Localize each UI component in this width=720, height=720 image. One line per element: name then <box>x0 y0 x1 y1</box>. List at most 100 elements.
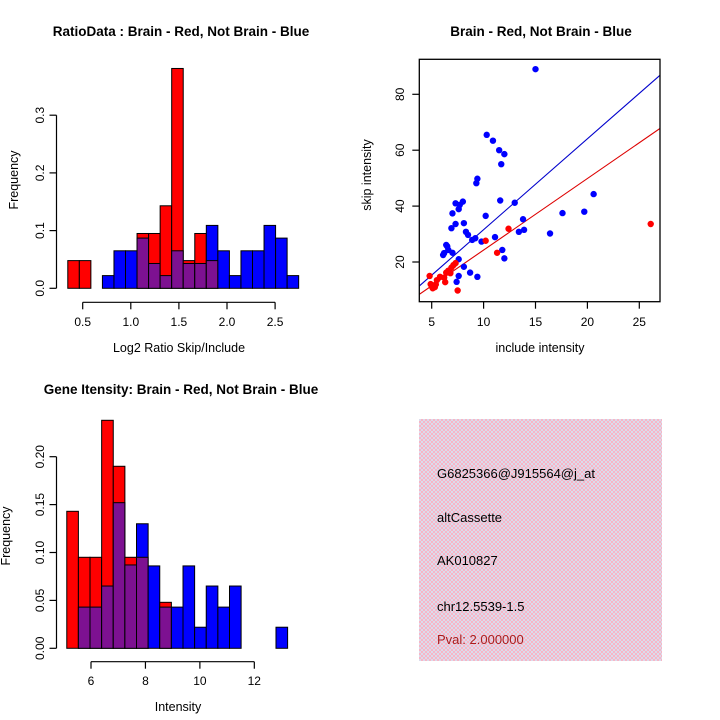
data-point <box>441 278 449 286</box>
histogram-bar <box>217 250 230 289</box>
data-point <box>515 228 523 236</box>
y-axis-label: skip intensity <box>360 138 374 210</box>
data-point <box>460 219 468 227</box>
panel-title: Gene Itensity: Brain - Red, Not Brain - … <box>44 382 319 397</box>
y-tick-label: 0.0 <box>33 280 47 297</box>
not-brain-fit-line <box>419 74 660 287</box>
data-point <box>489 137 497 144</box>
x-tick-label: 1.0 <box>122 315 139 329</box>
data-point <box>501 255 508 262</box>
histogram-bar <box>251 250 265 289</box>
data-point <box>520 226 528 234</box>
data-point <box>505 225 512 232</box>
histogram-bar <box>286 275 300 289</box>
data-point <box>459 198 467 205</box>
data-point <box>464 231 472 239</box>
histogram-overlap-bar <box>205 260 219 289</box>
x-tick-label: 6 <box>88 674 95 688</box>
y-tick-label: 0.3 <box>33 107 47 124</box>
data-point <box>466 269 474 276</box>
y-tick-label: 60 <box>393 143 407 157</box>
data-point <box>511 199 518 206</box>
y-tick-label: 40 <box>393 199 407 213</box>
x-tick-label: 10 <box>193 674 207 688</box>
histogram-bar <box>275 626 289 649</box>
data-point <box>448 224 455 232</box>
data-point <box>501 150 508 158</box>
histogram-overlap-bar <box>77 606 91 649</box>
x-tick-label: 1.5 <box>171 315 188 329</box>
info-box: G6825366@J915564@j_at altCassette AK0108… <box>419 419 662 661</box>
y-axis-label: Frequency <box>0 506 13 566</box>
y-tick-label: 0.20 <box>33 445 47 469</box>
gene-intensity-histogram-panel: 6 8 10 12 0.00 0.05 0.10 0.15 0.20 Gene Itensity:… <box>0 382 319 714</box>
data-point <box>590 190 597 198</box>
data-point <box>499 246 506 254</box>
x-axis: 5 10 15 20 25 <box>428 301 647 329</box>
data-point <box>447 269 454 277</box>
data-point <box>498 160 505 168</box>
y-tick-label: 80 <box>393 87 407 101</box>
histogram-bar <box>205 585 219 649</box>
histogram-bar <box>67 260 80 289</box>
histogram-bar <box>101 275 115 289</box>
data-point <box>460 263 468 270</box>
x-tick-label: 25 <box>633 315 647 329</box>
ratio-histogram-panel: 0.5 1.0 1.5 2.0 2.5 0.0 0.1 0.2 0.3 RatioData : B… <box>7 24 310 355</box>
histogram-overlap-bar <box>159 606 172 649</box>
data-point <box>449 249 456 256</box>
y-tick-label: 0.10 <box>33 540 47 564</box>
x-axis-label: include intensity <box>496 341 586 355</box>
histogram-bar <box>147 565 161 649</box>
data-point <box>440 249 448 257</box>
chromosome-location-text: chr12.5539-1.5 <box>437 599 525 614</box>
x-tick-label: 8 <box>142 674 149 688</box>
histogram-bars <box>67 67 300 289</box>
data-point <box>581 208 588 215</box>
y-axis: 20 40 60 80 <box>393 87 420 269</box>
histogram-bars <box>66 419 289 649</box>
x-axis-label: Log2 Ratio Skip/Include <box>113 341 245 355</box>
data-point <box>453 278 460 286</box>
histogram-bar <box>217 606 230 649</box>
histogram-bar <box>78 260 92 289</box>
data-point <box>452 259 459 267</box>
data-point <box>491 233 499 241</box>
x-tick-label: 2.5 <box>267 315 284 329</box>
data-point <box>444 243 451 250</box>
x-tick-label: 12 <box>248 674 262 688</box>
data-point <box>474 273 481 281</box>
data-point <box>559 209 566 217</box>
histogram-bar <box>228 585 242 649</box>
histogram-overlap-bar <box>112 502 126 649</box>
y-tick-label: 0.15 <box>33 493 47 517</box>
histogram-overlap-bar <box>182 262 196 289</box>
histogram-overlap-bar <box>136 237 150 289</box>
x-tick-label: 5 <box>428 315 435 329</box>
x-tick-label: 15 <box>529 315 543 329</box>
histogram-overlap-bar <box>159 275 173 289</box>
data-point <box>452 220 459 228</box>
histogram-overlap-bar <box>148 262 161 289</box>
x-axis: 0.5 1.0 1.5 2.0 2.5 <box>74 301 284 329</box>
histogram-overlap-bar <box>124 564 138 649</box>
histogram-overlap-bar <box>194 262 207 289</box>
x-tick-label: 0.5 <box>74 315 91 329</box>
y-axis-label: Frequency <box>7 150 21 210</box>
panel-title: Brain - Red, Not Brain - Blue <box>450 24 632 39</box>
splice-type-text: altCassette <box>437 510 503 525</box>
data-point <box>495 147 503 154</box>
histogram-bar <box>228 275 242 289</box>
x-axis-label: Intensity <box>155 700 202 714</box>
x-tick-label: 10 <box>477 315 491 329</box>
data-point <box>493 249 501 256</box>
histogram-bar <box>170 606 184 649</box>
panel-title: RatioData : Brain - Red, Not Brain - Blu… <box>53 24 310 39</box>
histogram-overlap-bar <box>136 556 149 649</box>
data-point <box>482 237 489 244</box>
y-axis: 0.0 0.1 0.2 0.3 <box>33 107 58 297</box>
data-point <box>426 272 433 280</box>
y-tick-label: 0.05 <box>33 588 47 612</box>
histogram-overlap-bar <box>101 585 114 649</box>
